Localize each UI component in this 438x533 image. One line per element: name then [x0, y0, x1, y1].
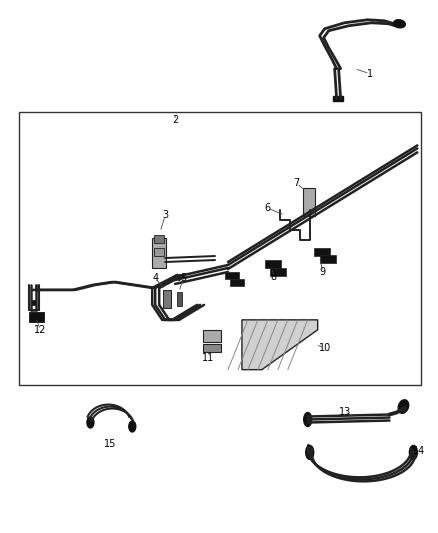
Text: 14: 14: [413, 447, 425, 456]
Bar: [163, 290, 171, 308]
Ellipse shape: [129, 421, 136, 432]
Ellipse shape: [304, 413, 312, 426]
Text: 4: 4: [152, 273, 158, 283]
Text: 13: 13: [339, 407, 351, 416]
Ellipse shape: [410, 446, 417, 459]
Bar: [320, 255, 336, 263]
Bar: [230, 279, 244, 286]
Bar: [225, 272, 239, 279]
Text: 15: 15: [104, 439, 117, 449]
Text: 12: 12: [34, 325, 47, 335]
Bar: [270, 268, 286, 276]
Ellipse shape: [393, 20, 405, 28]
Text: 6: 6: [265, 203, 271, 213]
FancyBboxPatch shape: [152, 238, 166, 268]
Bar: [303, 188, 314, 216]
Ellipse shape: [306, 446, 314, 459]
Text: 8: 8: [271, 272, 277, 282]
Bar: [28, 312, 43, 322]
Text: 10: 10: [318, 343, 331, 353]
Text: 5: 5: [180, 273, 186, 283]
Text: 3: 3: [162, 210, 168, 220]
Bar: [314, 248, 330, 256]
Bar: [203, 330, 221, 342]
Bar: [203, 344, 221, 352]
Ellipse shape: [87, 417, 94, 428]
Text: 2: 2: [172, 116, 178, 125]
Bar: [332, 95, 343, 101]
Bar: [19, 112, 421, 385]
Ellipse shape: [398, 400, 409, 413]
Bar: [177, 292, 182, 306]
Bar: [154, 235, 164, 243]
Bar: [31, 300, 35, 305]
Text: 11: 11: [202, 353, 214, 363]
Bar: [154, 248, 164, 256]
Text: 9: 9: [320, 267, 326, 277]
Polygon shape: [242, 320, 318, 370]
Bar: [265, 260, 281, 268]
Text: 7: 7: [293, 178, 300, 188]
Text: 1: 1: [367, 69, 373, 78]
